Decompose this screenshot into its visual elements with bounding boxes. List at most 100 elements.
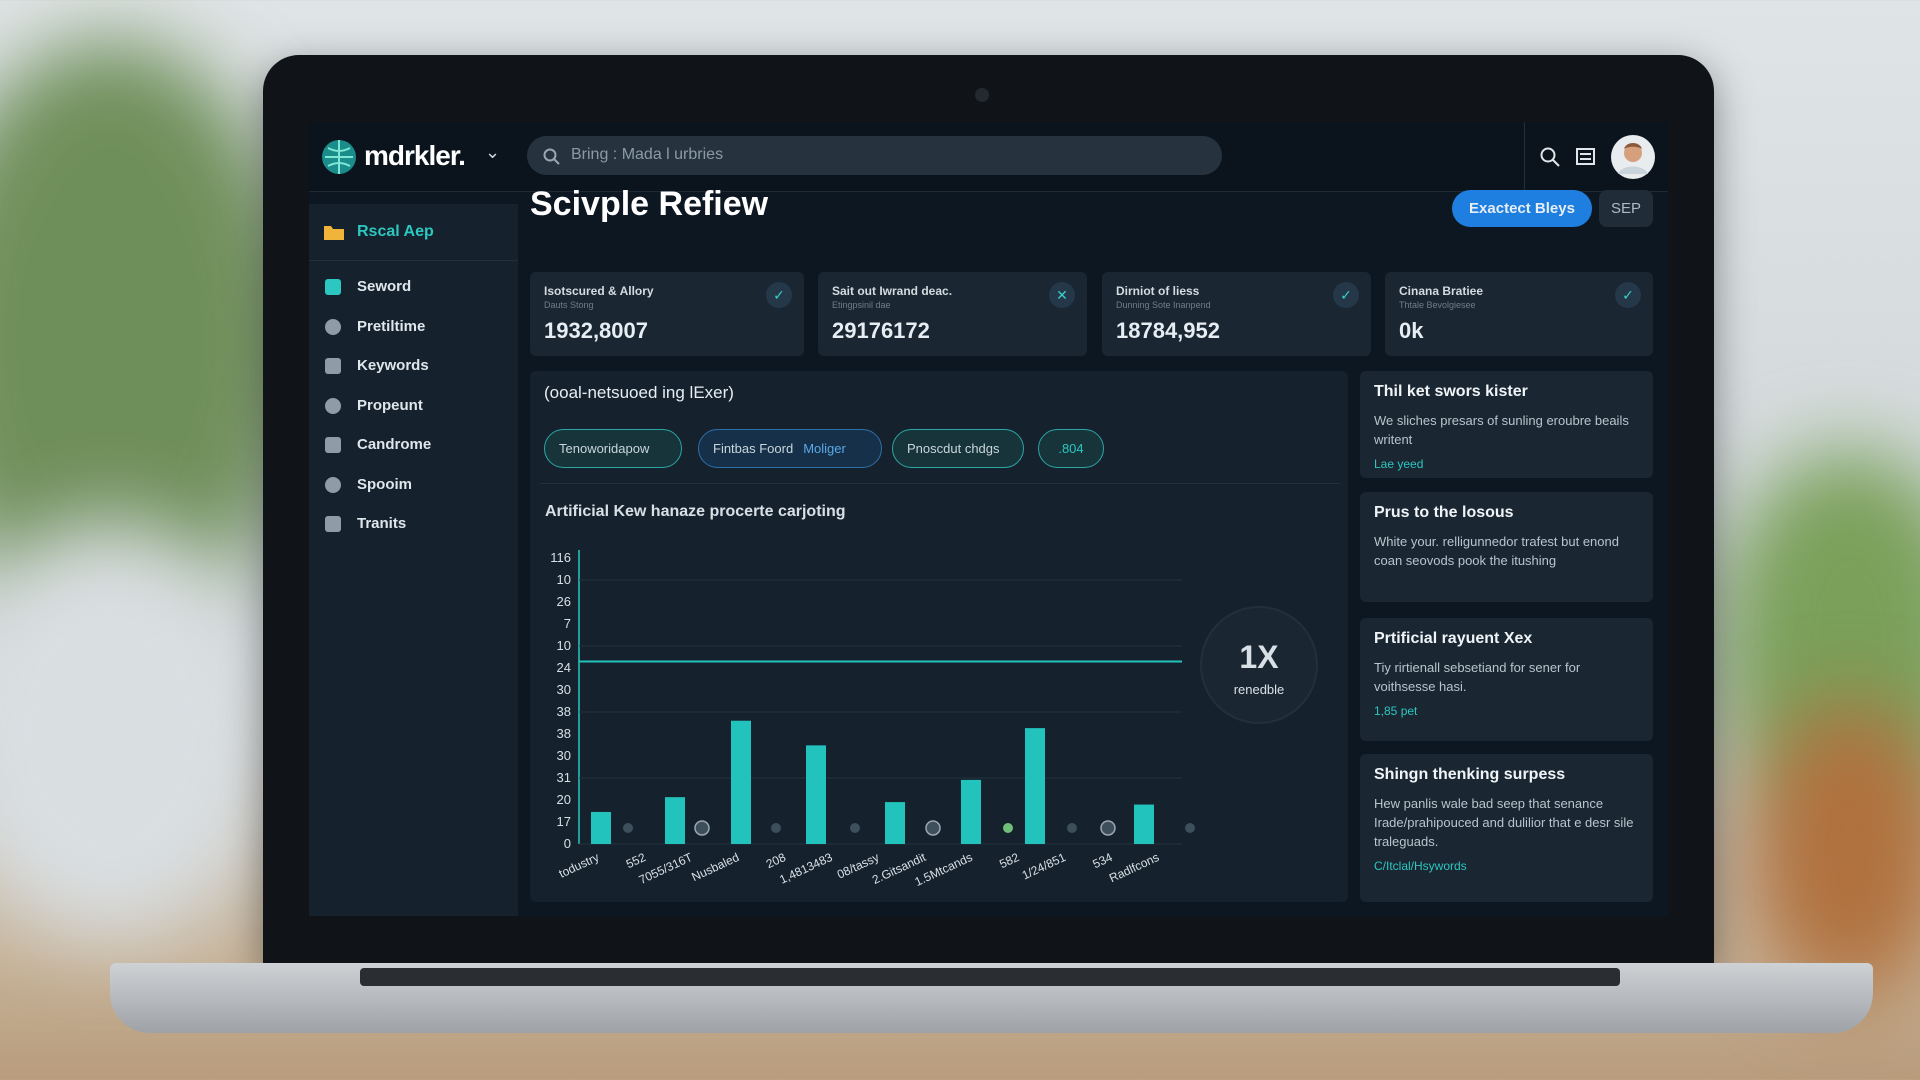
- page-title: Scivple Refiew: [530, 185, 769, 223]
- baseline-dot: [1185, 823, 1195, 833]
- brand-dropdown[interactable]: ⌄: [485, 142, 501, 162]
- stat-card: Sait out Iwrand deac. Etingpsinil dae 2917…: [818, 272, 1087, 356]
- card-title: Thil ket swors kister: [1374, 383, 1528, 400]
- card-title: Shingn thenking surpess: [1374, 766, 1566, 783]
- nav-item[interactable]: Candrome: [357, 436, 432, 453]
- divider: [540, 483, 1340, 484]
- brand[interactable]: mdrkler.: [364, 140, 466, 171]
- filter-chip[interactable]: Pnoscdut chdgs: [892, 429, 1024, 468]
- info-card: Prus to the losous White your. relligunne…: [1360, 492, 1653, 602]
- card-link[interactable]: C/Itclal/Hsywords: [1374, 859, 1467, 873]
- nav-item[interactable]: Keywords: [357, 357, 429, 374]
- nav-icon: [325, 476, 341, 493]
- nav-item[interactable]: Spooim: [357, 475, 412, 493]
- card-title: Prus to the losous: [1374, 504, 1514, 521]
- app-name[interactable]: Rscal Aep: [357, 223, 434, 240]
- keyboard-edge: [360, 968, 1620, 986]
- baseline-dot: [850, 823, 860, 833]
- y-tick-label: 0: [564, 836, 571, 851]
- status-icon: ✓: [1615, 282, 1641, 308]
- baseline-dot: [694, 820, 710, 836]
- filter-chip[interactable]: Fintbas Foord Moliger: [698, 429, 882, 468]
- x-tick-label: 1/24/851: [1020, 850, 1069, 883]
- chart-panel: (ooal-netsuoed ing lExer) Tenoworidapow F…: [530, 371, 1348, 902]
- menu-button[interactable]: [1576, 147, 1596, 167]
- nav-item[interactable]: Propeunt: [357, 396, 423, 414]
- search-icon: [543, 148, 560, 165]
- bar-chart: Artificial Kew hanaze procerte carjoting…: [545, 503, 1318, 889]
- divider: [1524, 122, 1525, 192]
- baseline-dot: [1003, 823, 1013, 833]
- chip-extra: Moliger: [803, 441, 846, 456]
- badge-value: 1X: [1239, 639, 1279, 675]
- search-button[interactable]: [1539, 146, 1561, 168]
- status-icon: ✓: [1333, 282, 1359, 308]
- chip-label: .804: [1058, 441, 1084, 456]
- card-body: White your. relligunnedor trafest but en…: [1374, 534, 1619, 568]
- stat-label: Sait out Iwrand deac.: [832, 284, 953, 298]
- avatar[interactable]: [1610, 134, 1656, 180]
- nav-item[interactable]: Tranits: [357, 515, 407, 532]
- bar: [591, 811, 611, 844]
- stat-value: 29176172: [832, 318, 930, 343]
- secondary-button[interactable]: SEP: [1599, 190, 1653, 227]
- chip-label: Pnoscdut chdgs: [907, 441, 1000, 456]
- y-tick-label: 24: [557, 660, 571, 675]
- info-card: Prtificial rayuent Xex Tiy rirtienall seb…: [1360, 618, 1653, 741]
- y-tick-label: 10: [557, 638, 571, 653]
- background-pot: [1750, 700, 1920, 1000]
- baseline-dot: [771, 823, 781, 833]
- nav-item[interactable]: Pretiltime: [357, 317, 426, 335]
- card-body: Tiy rirtienall sebsetiand for sener for …: [1374, 660, 1581, 694]
- app-icon: [324, 226, 344, 240]
- y-tick-label: 10: [557, 572, 571, 587]
- baseline-dot: [1067, 823, 1077, 833]
- stat-sublabel: Etingpsinil dae: [832, 300, 891, 310]
- x-tick-label: 534: [1091, 850, 1115, 871]
- y-tick-label: 26: [557, 594, 571, 609]
- info-card: Shingn thenking surpess Hew panlis wale b…: [1360, 754, 1653, 902]
- y-tick-label: 20: [557, 792, 571, 807]
- filter-chip[interactable]: Tenoworidapow: [544, 429, 682, 468]
- primary-button[interactable]: Exactect Bleys: [1452, 190, 1592, 227]
- baseline-dot: [1100, 820, 1116, 836]
- bar: [1134, 804, 1154, 844]
- background-chair: [0, 520, 280, 940]
- bar: [1025, 728, 1045, 844]
- filter-chip[interactable]: .804: [1038, 429, 1104, 468]
- y-tick-label: 30: [557, 682, 571, 697]
- stat-card: Dirniot of liess Dunning Sote Inanpend 187…: [1102, 272, 1371, 356]
- x-tick-label: Nusbaled: [689, 850, 741, 884]
- stat-value: 0k: [1399, 318, 1424, 343]
- status-icon: ✓: [766, 282, 792, 308]
- nav-icon: [325, 358, 341, 374]
- bar: [731, 720, 751, 844]
- y-tick-label: 30: [557, 748, 571, 763]
- bar: [885, 802, 905, 844]
- stat-sublabel: Dauts Stong: [544, 300, 594, 310]
- badge: [1200, 606, 1318, 724]
- nav-item[interactable]: Seword: [357, 278, 412, 295]
- divider: [309, 260, 518, 261]
- card-body: Hew panlis wale bad seep that senance Ir…: [1374, 796, 1634, 849]
- x-tick-label: Radlfcons: [1107, 850, 1161, 885]
- sidebar: Rscal Aep Seword Pretiltime Keywords Propeu…: [309, 204, 518, 916]
- nav-icon: [325, 318, 341, 335]
- x-tick-label: 1,4813483: [777, 850, 835, 887]
- search-placeholder: Bring : Mada l urbries: [571, 146, 724, 163]
- nav-icon: [325, 279, 341, 295]
- chart-title: Artificial Kew hanaze procerte carjoting: [545, 503, 846, 520]
- nav-icon: [325, 516, 341, 532]
- y-tick-label: 31: [557, 770, 571, 785]
- nav-icon: [325, 437, 341, 453]
- card-link[interactable]: Lae yeed: [1374, 457, 1424, 471]
- x-tick-label: 552: [624, 850, 648, 871]
- card-link[interactable]: 1,85 pet: [1374, 704, 1418, 718]
- search-box[interactable]: Bring : Mada l urbries: [527, 136, 1222, 175]
- stat-card: Isotscured & Allory Dauts Stong 1932,8007 ✓: [530, 272, 804, 356]
- stat-label: Dirniot of liess: [1116, 284, 1200, 298]
- baseline-dot: [925, 820, 941, 836]
- chip-label: Fintbas Foord: [713, 441, 794, 456]
- card-body: We sliches presars of sunling eroubre be…: [1374, 413, 1629, 447]
